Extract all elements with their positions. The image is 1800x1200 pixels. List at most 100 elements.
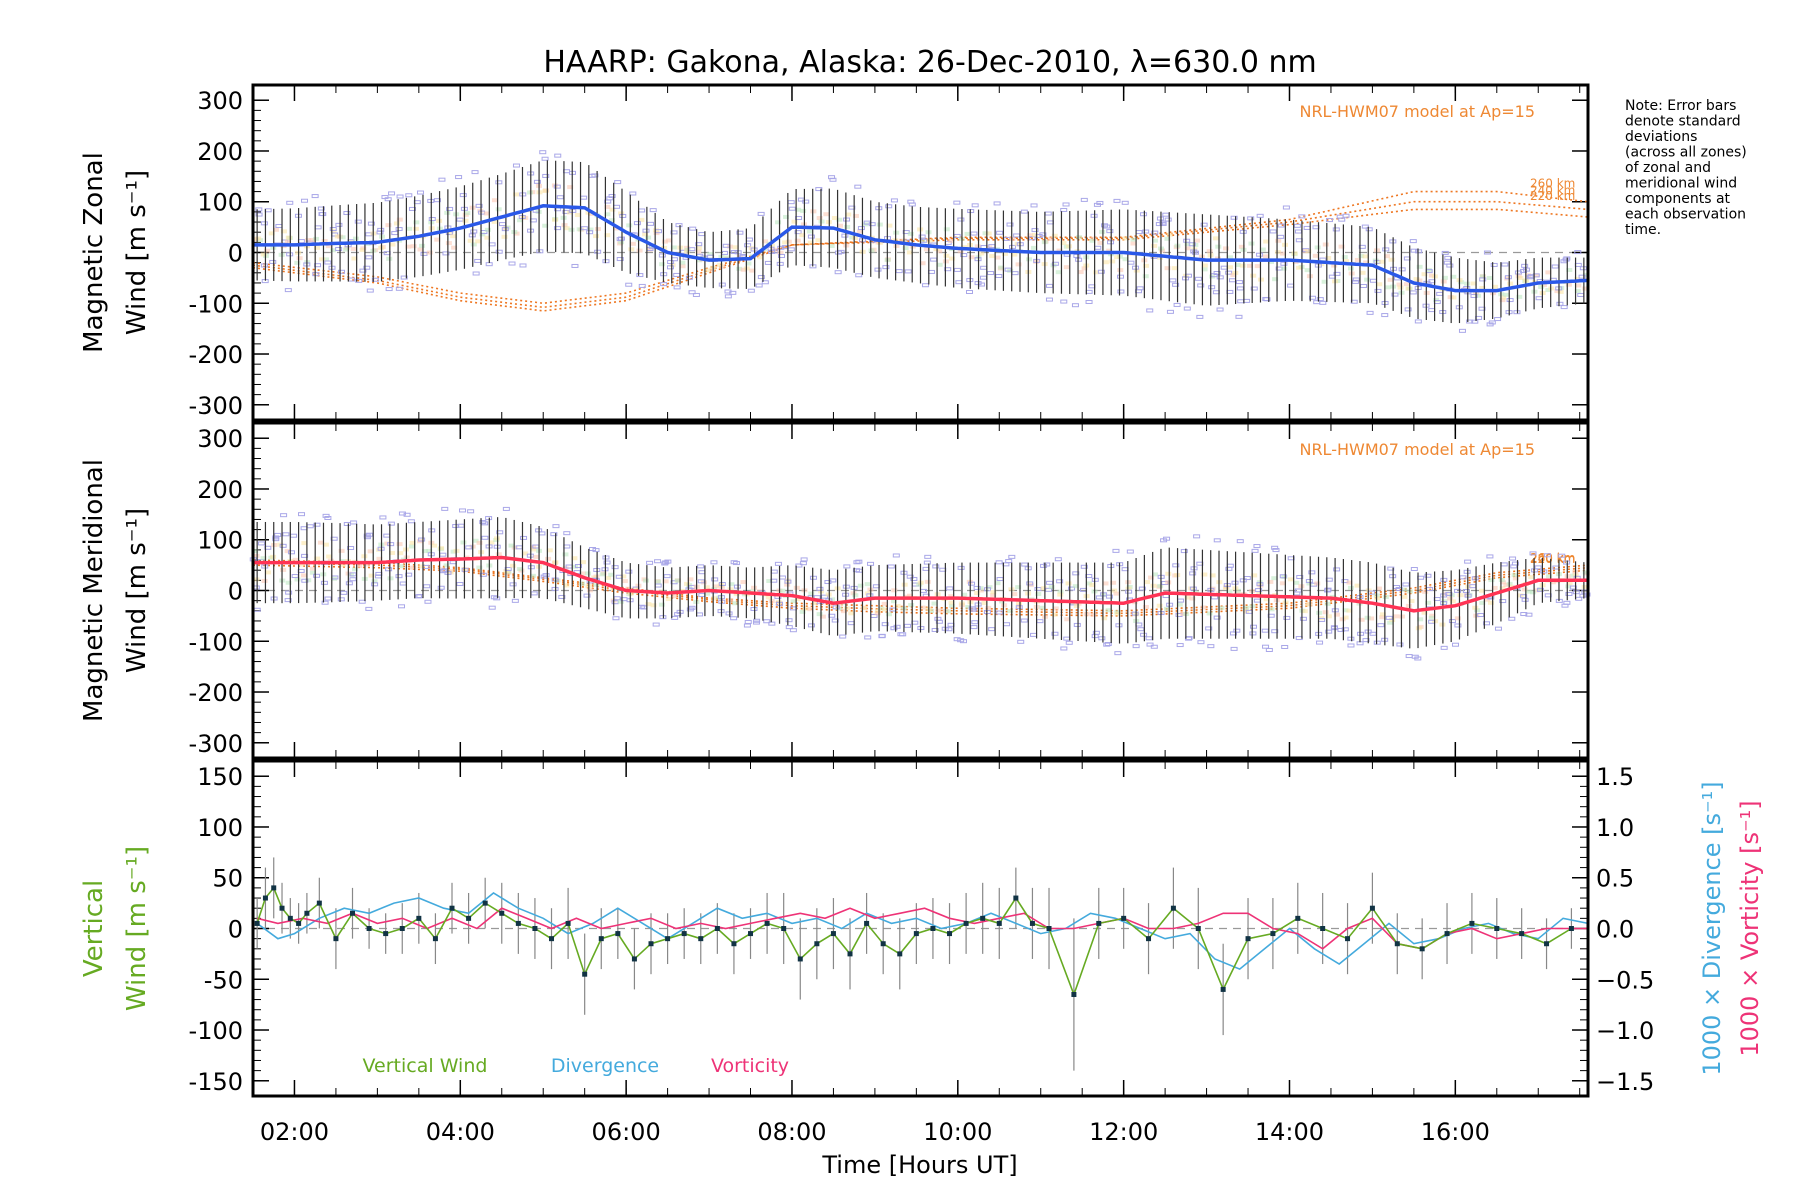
zonal-zone-smear — [629, 241, 636, 246]
meridional-zone-point — [774, 561, 782, 566]
zonal-zone-smear — [484, 235, 491, 240]
meridional-zone-point — [1572, 590, 1580, 595]
meridional-zone-point — [1207, 644, 1215, 649]
meridional-zone-point — [1440, 601, 1448, 606]
zonal-zone-point — [904, 269, 912, 274]
meridional-zone-point — [324, 516, 332, 521]
zonal-zone-smear — [923, 247, 930, 252]
meridional-zone-smear — [599, 572, 606, 577]
meridional-zone-point — [931, 628, 939, 633]
zonal-zone-smear — [893, 243, 900, 248]
zonal-zone-smear — [393, 221, 400, 226]
meridional-zone-smear — [1454, 616, 1461, 621]
zonal-zone-smear — [1548, 286, 1555, 291]
meridional-zone-smear — [811, 600, 818, 605]
meridional-zone-smear — [578, 581, 585, 586]
zonal-zone-point — [260, 263, 268, 268]
meridional-zone-smear — [1379, 615, 1386, 620]
meridional-zone-point — [1008, 554, 1016, 559]
zonal-zone-point — [855, 273, 863, 278]
zonal-zone-smear — [806, 229, 813, 234]
note-line: meridional wind — [1625, 176, 1737, 192]
zonal-zone-point — [730, 249, 738, 254]
meridional-zone-smear — [1101, 616, 1108, 621]
meridional-zone-point — [349, 572, 357, 577]
meridional-zone-point — [1337, 627, 1345, 632]
meridional-zone-smear — [1374, 596, 1381, 601]
meridional-zone-smear — [1073, 603, 1080, 608]
zonal-zone-point — [1140, 212, 1148, 217]
zonal-zone-point — [744, 243, 752, 248]
meridional-zone-point — [923, 560, 931, 565]
zonal-zone-smear — [574, 213, 581, 218]
zonal-zone-smear — [646, 247, 653, 252]
meridional-zone-point — [284, 598, 292, 603]
zonal-zone-smear — [576, 227, 583, 232]
meridional-zone-smear — [948, 603, 955, 608]
zonal-zone-smear — [1582, 272, 1589, 277]
zonal-zone-point — [1478, 306, 1486, 311]
meridional-zone-smear — [1293, 580, 1300, 585]
meridional-zone-smear — [488, 540, 495, 545]
zonal-zone-smear — [323, 257, 330, 262]
meridional-zone-smear — [389, 550, 396, 555]
zonal-zone-smear — [757, 255, 764, 260]
zonal-zone-smear — [325, 244, 332, 249]
meridional-zone-point — [405, 572, 413, 577]
zonal-zone-point — [1483, 250, 1491, 255]
meridional-zone-smear — [643, 578, 650, 583]
meridional-zone-smear — [1090, 612, 1097, 617]
zonal-zone-smear — [1151, 238, 1158, 243]
zonal-zone-smear — [552, 217, 559, 222]
zonal-zone-point — [1188, 242, 1196, 247]
meridional-zone-point — [733, 584, 741, 589]
zonal-zone-smear — [1291, 251, 1298, 256]
vertical-wind-point — [316, 900, 322, 906]
vertical-wind-point — [287, 915, 293, 921]
meridional-zone-point — [1043, 562, 1051, 567]
zonal-zone-point — [446, 206, 454, 211]
meridional-zone-smear — [270, 554, 277, 559]
meridional-zone-smear — [793, 585, 800, 590]
vertical-wind-point — [830, 931, 836, 937]
vertical-wind-point — [482, 900, 488, 906]
zonal-zone-point — [1277, 234, 1285, 239]
zonal-zone-point — [724, 294, 732, 299]
vertical-wind-point — [996, 920, 1002, 926]
vertical-ytick-label: 150 — [197, 763, 243, 791]
meridional-zone-point — [893, 624, 901, 629]
meridional-zone-point — [407, 519, 415, 524]
meridional-zone-point — [321, 600, 329, 605]
meridional-zone-point — [946, 586, 954, 591]
meridional-zone-point — [502, 506, 510, 511]
meridional-zone-smear — [1111, 588, 1118, 593]
meridional-zone-smear — [285, 580, 292, 585]
vertical-wind-point — [296, 920, 302, 926]
zonal-zone-point — [1028, 236, 1036, 241]
zonal-zone-smear — [762, 239, 769, 244]
meridional-zone-point — [1563, 560, 1571, 565]
zonal-zone-smear — [1213, 236, 1220, 241]
meridional-zone-point — [1395, 586, 1403, 591]
vorticity-axis-label: 1000 × Vorticity [s⁻¹] — [1736, 800, 1764, 1056]
meridional-zone-point — [1060, 646, 1068, 651]
zonal-zone-smear — [994, 255, 1001, 260]
vertical-wind-point — [466, 915, 472, 921]
meridional-zone-point — [1172, 563, 1180, 568]
meridional-zone-smear — [1287, 577, 1294, 582]
zonal-zone-smear — [642, 232, 649, 237]
zonal-zone-point — [1551, 264, 1559, 269]
zonal-zone-point — [1256, 252, 1264, 257]
meridional-zone-point — [324, 596, 332, 601]
zonal-zone-smear — [1248, 241, 1255, 246]
meridional-zone-point — [646, 560, 654, 565]
zonal-zone-point — [319, 212, 327, 217]
meridional-zone-smear — [727, 587, 734, 592]
meridional-zone-smear — [790, 599, 797, 604]
meridional-zone-point — [816, 586, 824, 591]
meridional-zone-smear — [632, 587, 639, 592]
zonal-zone-point — [1410, 248, 1418, 253]
zonal-zone-smear — [638, 217, 645, 222]
zonal-zone-point — [1134, 289, 1142, 294]
zonal-zone-smear — [936, 249, 943, 254]
